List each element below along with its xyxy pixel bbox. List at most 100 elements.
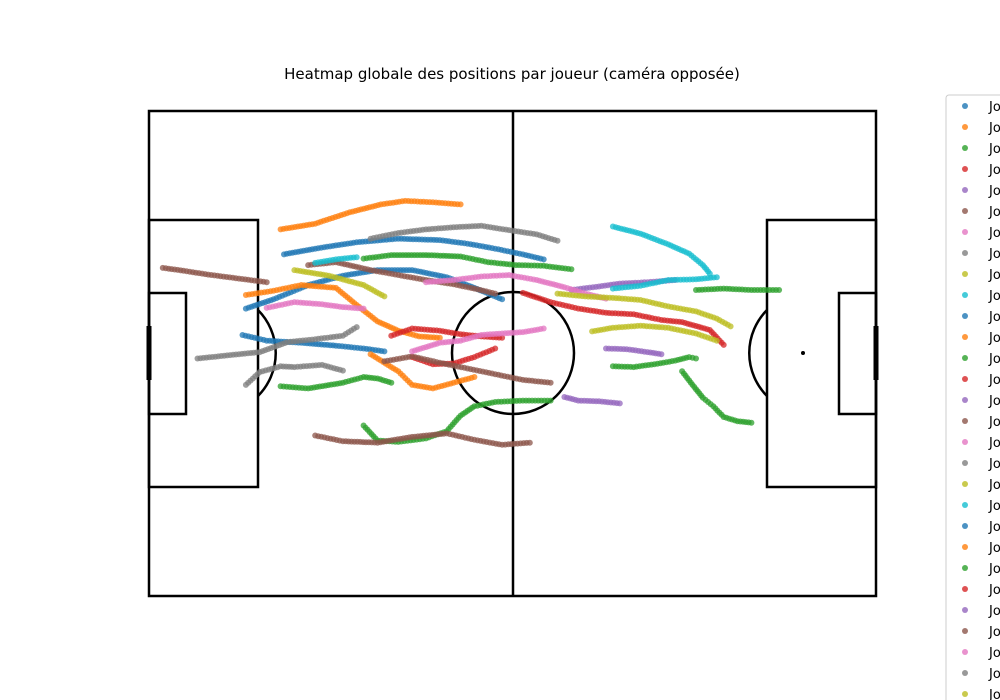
legend-marker: [962, 502, 968, 508]
player-track-32: [609, 274, 720, 292]
legend-label: Jo: [988, 415, 1000, 430]
legend-marker: [962, 670, 968, 676]
position-point: [492, 290, 499, 297]
player-track-25: [367, 222, 561, 244]
position-point: [526, 439, 533, 446]
position-point: [471, 374, 478, 380]
legend-label: Jo: [988, 121, 1000, 136]
player-track-19: [381, 353, 554, 386]
legend-entry: Jo: [962, 184, 1000, 199]
position-point: [713, 337, 720, 344]
position-point: [713, 274, 720, 281]
player-track-29: [554, 290, 734, 330]
legend-entry: Jo: [962, 478, 1000, 493]
legend-marker: [962, 691, 968, 697]
legend-entry: Jo: [962, 289, 1000, 304]
legend-label: Jo: [988, 541, 1000, 556]
position-point: [720, 341, 727, 348]
legend-marker: [962, 229, 968, 235]
position-point: [436, 334, 443, 341]
legend-label: Jo: [988, 499, 1000, 514]
legend-marker: [962, 481, 968, 487]
legend-marker: [962, 145, 968, 151]
legend-items: Jo Jo Jo Jo Jo Jo Jo Jo Jo Jo Jo Jo Jo Jo Jo Jo Jo Jo Jo Jo…: [962, 100, 1000, 700]
legend-marker: [962, 523, 968, 529]
player-track-9: [693, 285, 783, 293]
player-track-31: [609, 223, 713, 277]
position-point: [381, 348, 388, 355]
legend-marker: [962, 334, 968, 340]
legend-entry: Jo: [962, 100, 1000, 115]
position-point: [381, 293, 388, 300]
legend-label: Jo: [988, 625, 1000, 640]
position-point: [547, 397, 554, 404]
player-track-11: [609, 354, 699, 371]
position-point: [776, 287, 783, 293]
legend: Jo Jo Jo Jo Jo Jo Jo Jo Jo Jo Jo Jo Jo Jo Jo Jo Jo Jo Jo Jo…: [945, 94, 1000, 700]
left-goal-area: [147, 291, 188, 416]
left-penalty-arc: [257, 309, 277, 397]
legend-label: Jo: [988, 331, 1000, 346]
legend-entry: Jo: [962, 688, 1000, 700]
legend-entry: Jo: [962, 121, 1000, 136]
position-point: [499, 334, 506, 341]
legend-entry: Jo: [962, 625, 1000, 640]
legend-label: Jo: [988, 688, 1000, 700]
position-point: [540, 256, 547, 263]
legend-marker: [962, 355, 968, 361]
player-track-21: [159, 264, 270, 286]
right-penalty-spot: [801, 351, 805, 355]
center-circle: [450, 290, 576, 416]
legend-label: Jo: [988, 646, 1000, 661]
legend-entry: Jo: [962, 415, 1000, 430]
legend-entry: Jo: [962, 667, 1000, 682]
legend-label: Jo: [988, 352, 1000, 367]
legend-marker: [962, 250, 968, 256]
position-point: [353, 324, 360, 331]
player-track-20: [312, 430, 533, 448]
legend-label: Jo: [988, 457, 1000, 472]
legend-marker: [962, 124, 968, 130]
position-point: [554, 237, 561, 244]
legend-entry: Jo: [962, 604, 1000, 619]
position-point: [388, 379, 395, 386]
legend-label: Jo: [988, 142, 1000, 157]
legend-entry: Jo: [962, 331, 1000, 346]
legend-entry: Jo: [962, 436, 1000, 451]
legend-entry: Jo: [962, 352, 1000, 367]
right-penalty-arc: [748, 309, 768, 397]
position-point: [616, 400, 623, 407]
legend-entry: Jo: [962, 268, 1000, 283]
legend-label: Jo: [988, 562, 1000, 577]
position-point: [492, 345, 499, 352]
right-penalty-box: [765, 218, 878, 489]
legend-entry: Jo: [962, 541, 1000, 556]
legend-entry: Jo: [962, 394, 1000, 409]
player-track-0: [281, 235, 547, 263]
legend-marker: [962, 166, 968, 172]
legend-marker: [962, 439, 968, 445]
position-point: [748, 419, 755, 426]
player-track-23: [409, 325, 547, 355]
legend-label: Jo: [988, 604, 1000, 619]
position-point: [457, 201, 464, 208]
legend-marker: [962, 544, 968, 550]
player-track-33: [312, 254, 360, 266]
legend-marker: [962, 376, 968, 382]
player-track-10: [679, 368, 755, 426]
legend-marker: [962, 103, 968, 109]
legend-label: Jo: [988, 226, 1000, 241]
legend-label: Jo: [988, 100, 1000, 115]
legend-label: Jo: [988, 394, 1000, 409]
player-track-26: [194, 324, 360, 362]
legend-entry: Jo: [962, 457, 1000, 472]
legend-entry: Jo: [962, 142, 1000, 157]
legend-marker: [962, 208, 968, 214]
legend-marker: [962, 418, 968, 424]
player-track-17: [561, 394, 623, 407]
legend-marker: [962, 187, 968, 193]
legend-entry: Jo: [962, 247, 1000, 262]
legend-label: Jo: [988, 478, 1000, 493]
legend-marker: [962, 565, 968, 571]
